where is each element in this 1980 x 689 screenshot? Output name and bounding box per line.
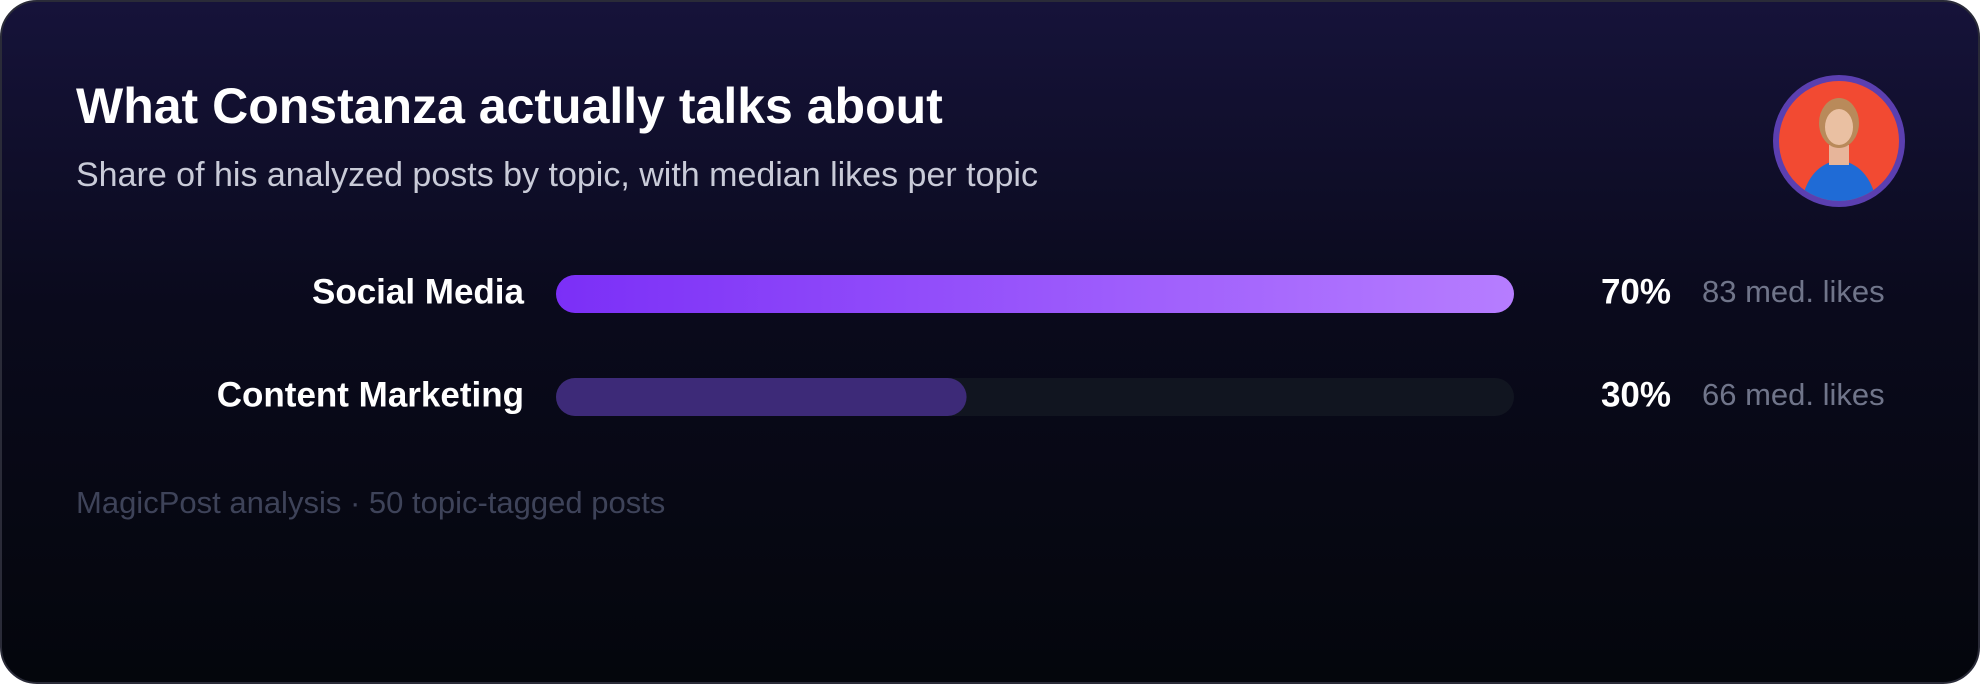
chart-title: What Constanza actually talks about	[76, 78, 943, 134]
bar	[556, 378, 967, 416]
value-label: 30%	[1601, 375, 1671, 414]
chart-subtitle: Share of his analyzed posts by topic, wi…	[76, 156, 1038, 194]
bar	[556, 275, 1514, 313]
category-label: Content Marketing	[217, 375, 524, 414]
category-label: Social Media	[312, 272, 525, 311]
avatar	[1773, 75, 1905, 207]
footer-note: MagicPost analysis · 50 topic-tagged pos…	[76, 485, 665, 520]
likes-label: 66 med. likes	[1702, 377, 1885, 412]
value-label: 70%	[1601, 272, 1671, 311]
likes-label: 83 med. likes	[1702, 274, 1885, 309]
